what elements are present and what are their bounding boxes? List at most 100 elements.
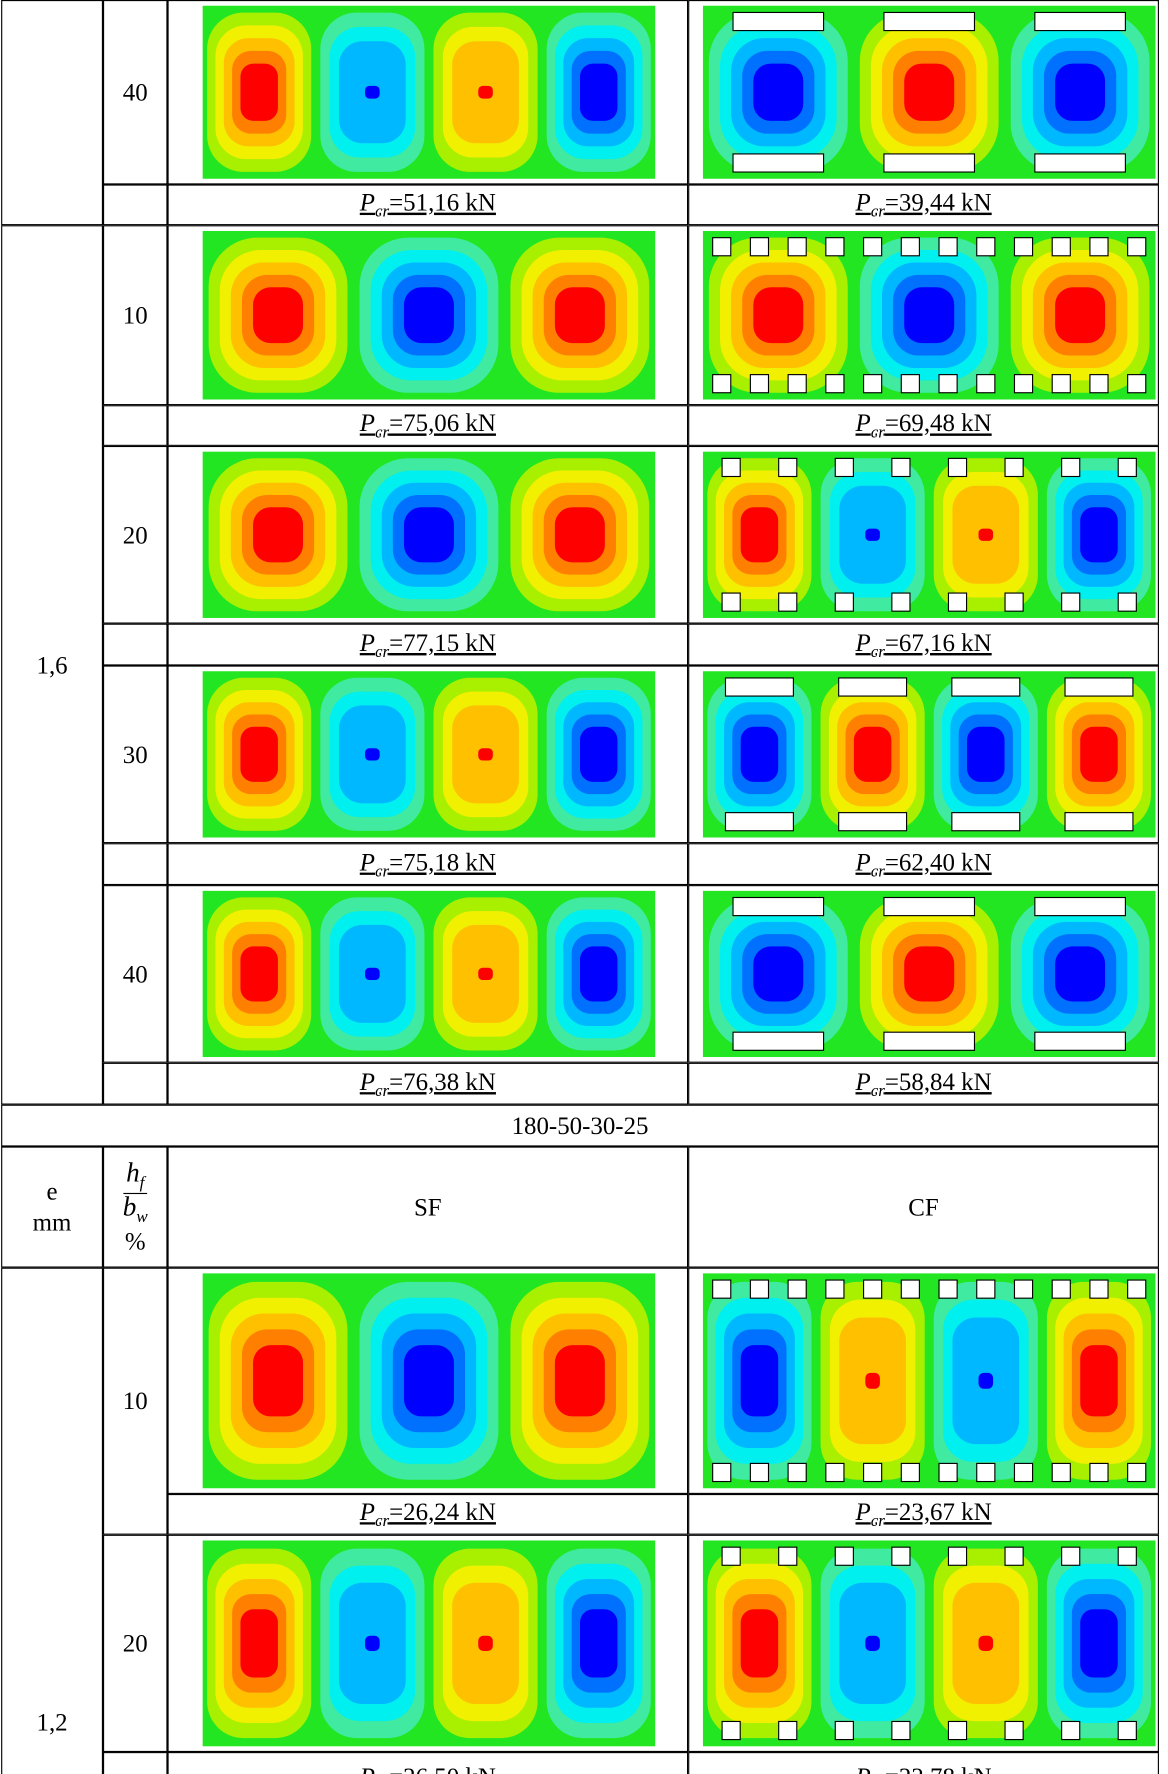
contour-band (1080, 1345, 1118, 1417)
empty-cell (102, 1752, 168, 1774)
symbol: P (855, 1762, 870, 1774)
fraction: hf bw% (123, 1158, 148, 1254)
sf-image-cell (167, 885, 689, 1063)
empty-cell (102, 184, 168, 226)
plate (778, 592, 798, 612)
contour-band (904, 287, 955, 344)
plate (749, 237, 770, 257)
plate (862, 1279, 883, 1299)
plate (721, 1720, 741, 1741)
caption-cell: Pcr=75,06 kN (167, 405, 689, 446)
plate (721, 457, 741, 478)
contour-plot (202, 230, 656, 400)
plate (891, 457, 911, 478)
contour-band (1055, 287, 1106, 344)
plate (787, 237, 807, 257)
subscript: cr (374, 1512, 390, 1531)
contour-band (740, 726, 779, 782)
subscript: cr (374, 202, 390, 221)
plate (1089, 237, 1109, 257)
plate (1089, 1279, 1109, 1299)
plate (834, 592, 854, 612)
caption: Pcr=51,16 kN (360, 187, 496, 221)
ratio-cell: 40 (102, 885, 168, 1063)
caption-cell: Pcr=75,18 kN (167, 843, 689, 886)
caption: Pcr=76,38 kN (360, 1067, 496, 1101)
plate (1117, 1546, 1137, 1566)
caption: Pcr=22,78 kN (855, 1762, 991, 1774)
e-value: 1,2 (36, 1707, 68, 1737)
plate (883, 1031, 976, 1051)
plate (1034, 11, 1126, 32)
plate (749, 374, 770, 394)
cf-image-cell (688, 665, 1159, 844)
caption-cell: Pcr=62,40 kN (688, 843, 1159, 886)
plate (938, 237, 958, 257)
cf-header: CF (908, 1192, 939, 1221)
caption-cell: Pcr=26,50 kN (167, 1752, 689, 1774)
symbol: P (359, 627, 375, 657)
plate (947, 1546, 968, 1566)
caption: Pcr=75,06 kN (360, 408, 496, 442)
plate (1061, 592, 1081, 612)
plate (825, 1279, 845, 1299)
plate (976, 374, 996, 394)
plate (712, 237, 732, 257)
e-cell (1, 0, 103, 226)
section-title: 180-50-30-25 (1, 1104, 1159, 1147)
plate (976, 1279, 996, 1299)
contour-plot (202, 5, 656, 179)
plate (883, 153, 976, 173)
plate (900, 374, 920, 394)
header-sf: SF (167, 1146, 689, 1268)
plate (712, 1279, 732, 1299)
caption: Pcr=26,50 kN (360, 1762, 496, 1774)
contour-band (978, 1635, 994, 1651)
caption: Pcr=39,44 kN (855, 187, 991, 221)
plate (1117, 1720, 1137, 1741)
plate (1089, 374, 1109, 394)
cf-image-cell (688, 1534, 1159, 1753)
value-text: =51,16 kN (389, 187, 496, 216)
caption-cell: Pcr=76,38 kN (167, 1062, 689, 1105)
num-sub: f (139, 1174, 145, 1193)
contour-plot (702, 5, 1156, 179)
e-cell: 1,2 (1, 1267, 103, 1774)
contour-band (865, 528, 880, 541)
ratio-label: 10 (122, 300, 148, 329)
contour-band (740, 1609, 779, 1678)
plate (834, 457, 854, 478)
value-text: =26,24 kN (389, 1496, 496, 1526)
contour-band (554, 287, 605, 344)
contour-band (1080, 726, 1118, 782)
plate (976, 1462, 996, 1483)
e-label: e mm (33, 1177, 72, 1237)
plate (825, 237, 845, 257)
plate (838, 812, 908, 832)
plate (1089, 1462, 1109, 1483)
plate (721, 592, 741, 612)
contour-band (478, 1635, 493, 1651)
plate (883, 11, 976, 32)
sf-image-cell (167, 445, 689, 624)
ratio-label: 30 (122, 739, 148, 768)
contour-plot (702, 890, 1156, 1058)
value-text: =75,18 kN (389, 847, 496, 876)
plate (1004, 1546, 1024, 1566)
plate (1051, 374, 1071, 394)
num-symbol: h (126, 1158, 140, 1189)
cf-image-cell (688, 445, 1159, 624)
plate (1064, 677, 1134, 697)
contour-band (478, 748, 493, 761)
subscript: cr (374, 642, 390, 661)
plate (1061, 1546, 1081, 1566)
plate (834, 1546, 854, 1566)
plate (712, 1462, 732, 1483)
contour-band (579, 63, 618, 121)
contour-band (740, 507, 779, 563)
contour-band (853, 726, 892, 782)
contour-band (365, 1635, 380, 1651)
empty-cell (102, 405, 168, 446)
plate (749, 1279, 770, 1299)
plate (732, 1031, 825, 1051)
